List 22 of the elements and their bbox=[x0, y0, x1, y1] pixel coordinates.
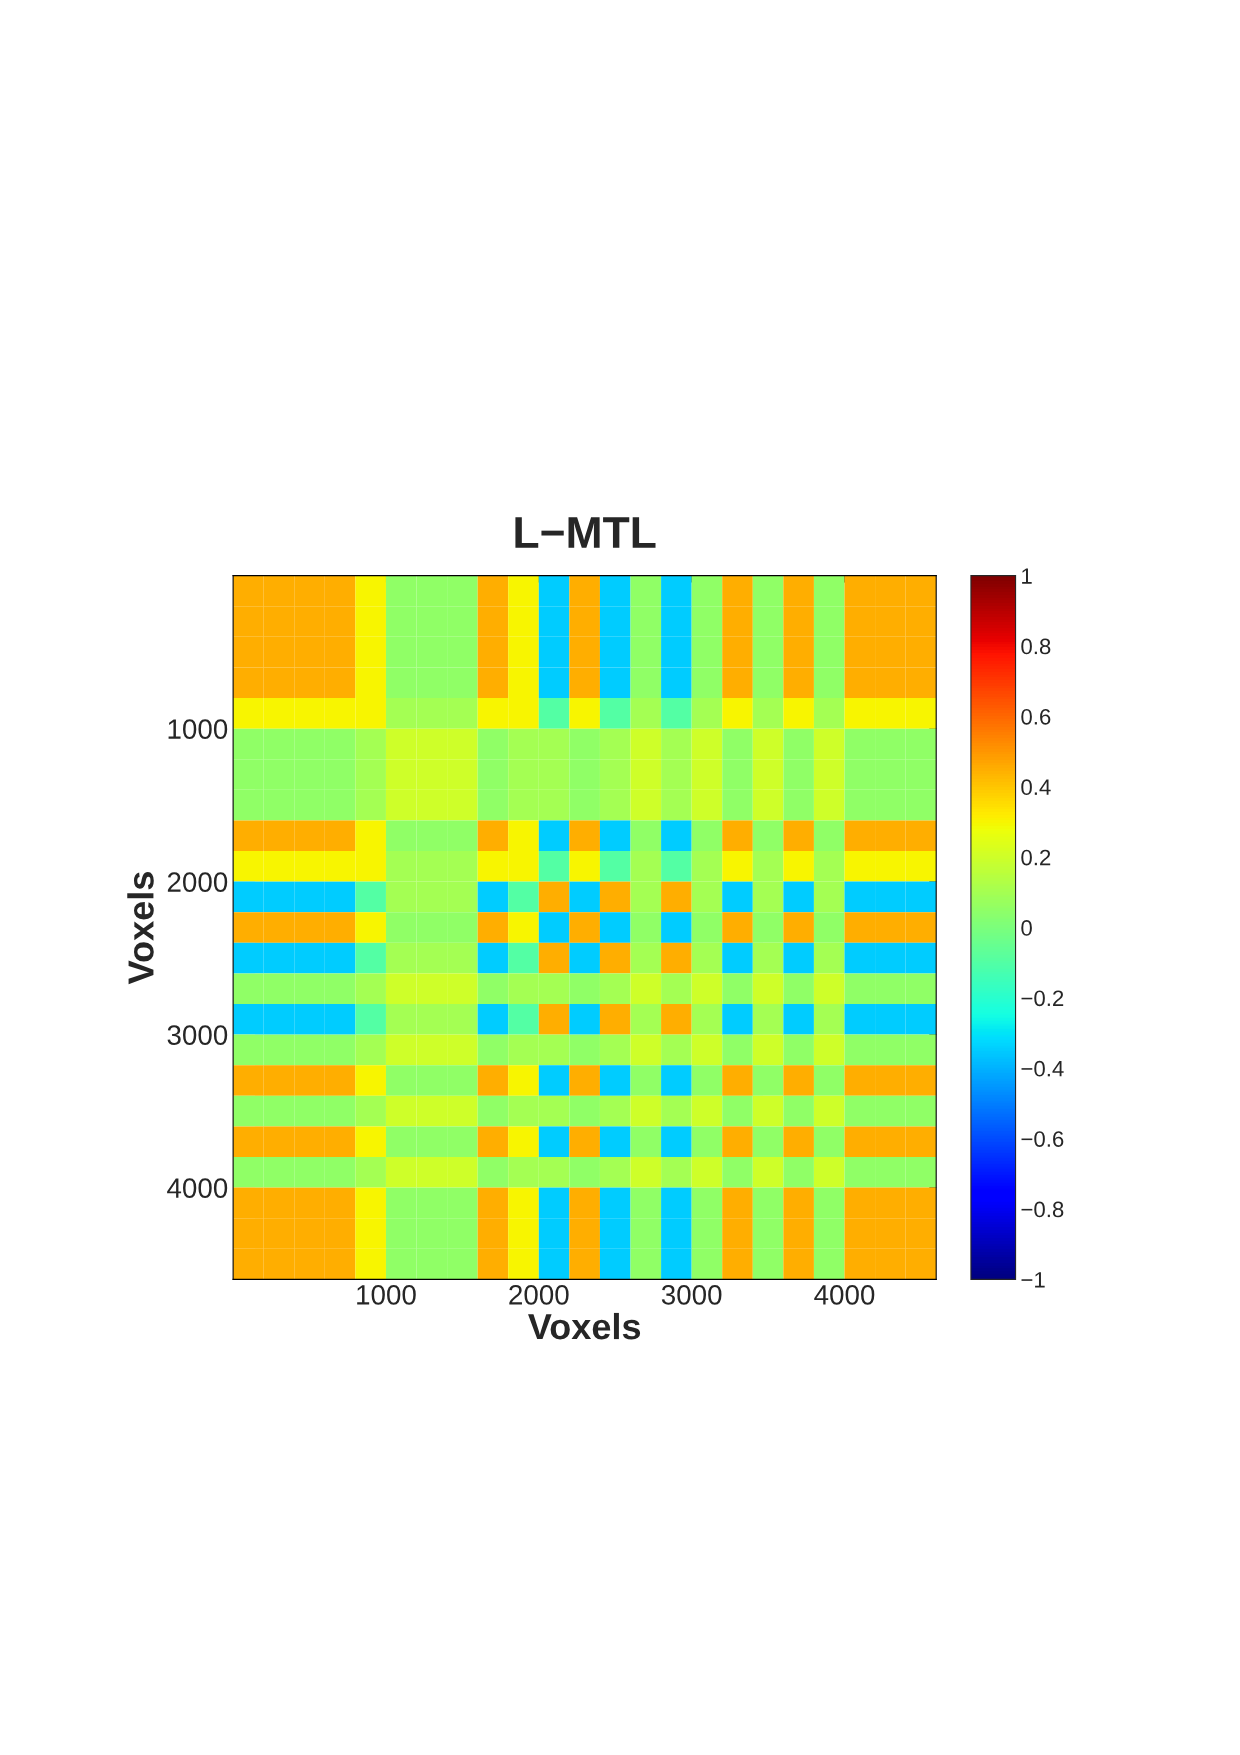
x-tick-label: 4000 bbox=[814, 1284, 875, 1305]
x-tick-label: 2000 bbox=[509, 1284, 569, 1305]
color-bar-label: 0.8 bbox=[1021, 638, 1051, 655]
color-bar-label: −0.2 bbox=[1021, 990, 1064, 1007]
color-bar-label: 1 bbox=[1022, 568, 1032, 584]
y-tick-label: 1000 bbox=[168, 719, 228, 739]
y-tick-label: 4000 bbox=[167, 1178, 228, 1198]
color-bar-label: −0.6 bbox=[1021, 1131, 1064, 1147]
x-axis-title: Voxels bbox=[528, 1312, 641, 1340]
color-bar-label: 0.4 bbox=[1021, 779, 1051, 796]
x-tick-label: 3000 bbox=[661, 1284, 722, 1305]
y-axis-title: Voxels bbox=[127, 872, 154, 985]
y-tick-label: 3000 bbox=[167, 1025, 228, 1045]
color-bar-label: 0.6 bbox=[1021, 708, 1051, 725]
color-bar-label: −0.8 bbox=[1021, 1201, 1064, 1218]
chart-title: L−MTL bbox=[515, 517, 656, 548]
color-bar-label: 0.2 bbox=[1021, 849, 1051, 866]
x-tick-label: 1000 bbox=[357, 1284, 416, 1305]
color-bar-label: −1 bbox=[1021, 1272, 1045, 1288]
y-tick-label: 2000 bbox=[167, 872, 228, 892]
color-bar-label: −0.4 bbox=[1021, 1060, 1064, 1077]
color-bar-label: 0 bbox=[1021, 920, 1032, 936]
